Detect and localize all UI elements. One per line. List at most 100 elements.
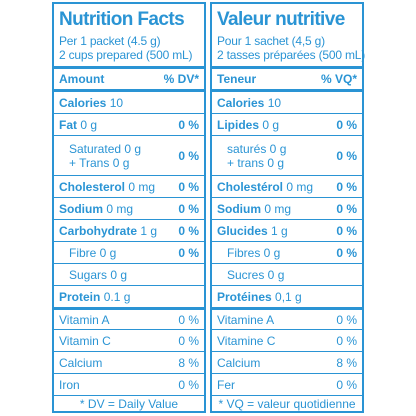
nutrient-text: Fer — [217, 378, 235, 392]
nutrient-row: Sodium 0 mg 0 % — [54, 197, 204, 219]
daily-value: 0 % — [178, 201, 199, 216]
nutrient-amount: 10 — [267, 95, 282, 110]
nutrient-text: Calories 10 — [59, 96, 123, 110]
nutrient-row: Vitamine A 0 % — [212, 307, 362, 329]
nutrient-text: Protéines 0,1 g — [217, 290, 302, 304]
nutrient-row: Glucides 1 g 0 % — [212, 219, 362, 241]
serving-size: 2 cups prepared (500 mL) — [59, 48, 193, 62]
nutrient-amount: 0 g — [262, 117, 280, 132]
footnote: * DV = Daily Value — [54, 395, 204, 413]
nutrient-name: Cholestérol — [217, 179, 284, 194]
nutrient-text: Vitamine A — [217, 313, 274, 327]
nutrient-text: Vitamin A — [59, 313, 109, 327]
nutrient-row: Calories 10 — [212, 92, 362, 113]
nutrient-row: Saturated 0 g + Trans 0 g 0 % — [54, 135, 204, 175]
daily-value: 0 % — [178, 245, 199, 260]
nutrient-name: Glucides — [217, 223, 268, 238]
nutrient-text: Cholesterol 0 mg — [59, 180, 155, 194]
nutrient-name: Calories — [59, 95, 107, 110]
nutrient-name: Cholesterol — [59, 179, 126, 194]
nutrient-amount: 1 g — [140, 223, 158, 238]
nutrient-row: Fer 0 % — [212, 373, 362, 395]
nutrient-name: Vitamin A — [59, 312, 110, 327]
nutrient-row: Vitamine C 0 % — [212, 329, 362, 351]
daily-value: 0 % — [336, 179, 357, 194]
nutrient-name: Sodium — [59, 201, 103, 216]
daily-value: 0 % — [178, 223, 199, 238]
nutrient-name: Protein — [59, 289, 101, 304]
daily-value: 0 % — [336, 148, 357, 163]
daily-value: 0 % — [178, 333, 199, 348]
dv-header: % VQ* — [320, 72, 357, 86]
nutrient-name: Calcium — [217, 355, 261, 370]
nutrient-row: Calcium 8 % — [54, 351, 204, 373]
dv-header: % DV* — [163, 72, 199, 86]
nutrient-row: Sucres 0 g — [212, 263, 362, 285]
daily-value: 0 % — [336, 333, 357, 348]
nutrient-row: Lipides 0 g 0 % — [212, 113, 362, 135]
nutrient-name: Vitamin C — [59, 333, 111, 348]
nutrient-name: Vitamine A — [217, 312, 275, 327]
column-header: Teneur % VQ* — [212, 69, 362, 89]
nutrient-name: Protéines — [217, 289, 272, 304]
nutrition-panel: Nutrition Facts Per 1 packet (4.5 g) 2 cup… — [52, 2, 206, 413]
nutrient-line: + Trans 0 g — [69, 155, 130, 170]
thick-rule — [212, 89, 362, 92]
thick-rule — [54, 66, 204, 69]
daily-value: 0 % — [178, 179, 199, 194]
nutrient-name: Fer — [217, 377, 235, 392]
daily-value: 0 % — [336, 377, 357, 392]
panel-header: Valeur nutritive Pour 1 sachet (4,5 g) 2 t… — [212, 4, 366, 62]
nutrient-row: saturés 0 g + trans 0 g 0 % — [212, 135, 362, 175]
nutrient-name: Sodium — [217, 201, 261, 216]
nutrient-text: Carbohydrate 1 g — [59, 224, 157, 238]
nutrient-text: Sucres 0 g — [217, 268, 284, 282]
nutrient-line: Sugars 0 g — [69, 267, 128, 282]
nutrient-name: Carbohydrate — [59, 223, 138, 238]
thick-rule — [212, 66, 362, 69]
nutrient-row: Protéines 0,1 g — [212, 285, 362, 307]
daily-value: 0 % — [336, 117, 357, 132]
nutrient-amount: 10 — [109, 95, 124, 110]
serving-size: 2 tasses préparées (500 mL) — [217, 48, 366, 62]
nutrient-text: Calcium — [59, 356, 102, 370]
nutrient-row: Fat 0 g 0 % — [54, 113, 204, 135]
nutrient-text: saturés 0 g + trans 0 g — [217, 142, 286, 170]
nutrient-amount: 0,1 g — [275, 289, 302, 304]
nutrient-text: Vitamin C — [59, 334, 111, 348]
nutrient-row: Iron 0 % — [54, 373, 204, 395]
nutrient-text: Protein 0.1 g — [59, 290, 130, 304]
daily-value: 0 % — [178, 312, 199, 327]
nutrient-amount: 0.1 g — [103, 289, 131, 304]
nutrient-amount: 0 g — [80, 117, 98, 132]
nutrient-row: Fibre 0 g 0 % — [54, 241, 204, 263]
daily-value: 0 % — [336, 312, 357, 327]
nutrient-text: Calories 10 — [217, 96, 281, 110]
nutrient-amount: 0 mg — [128, 179, 156, 194]
daily-value: 0 % — [336, 245, 357, 260]
nutrient-text: Fibre 0 g — [59, 246, 116, 260]
nutrient-amount: 0 mg — [264, 201, 292, 216]
nutrient-name: Iron — [59, 377, 80, 392]
daily-value: 0 % — [178, 377, 199, 392]
nutrient-text: Cholestérol 0 mg — [217, 180, 313, 194]
nutrient-line: Saturated 0 g — [69, 141, 142, 156]
nutrient-text: Fibres 0 g — [217, 246, 280, 260]
nutrient-name: Vitamine C — [217, 333, 276, 348]
nutrient-name: Fat — [59, 117, 77, 132]
nutrient-row: Carbohydrate 1 g 0 % — [54, 219, 204, 241]
nutrient-name: Calcium — [59, 355, 103, 370]
nutrient-amount: 0 mg — [106, 201, 134, 216]
nutrient-amount: 0 mg — [286, 179, 314, 194]
daily-value: 0 % — [178, 117, 199, 132]
nutrient-line: saturés 0 g — [227, 141, 287, 156]
panel-header: Nutrition Facts Per 1 packet (4.5 g) 2 cup… — [54, 4, 204, 62]
nutrient-name: Calories — [217, 95, 265, 110]
nutrition-panel: Valeur nutritive Pour 1 sachet (4,5 g) 2 t… — [210, 2, 366, 413]
nutrient-row: Vitamin A 0 % — [54, 307, 204, 329]
daily-value: 0 % — [336, 223, 357, 238]
nutrient-text: Lipides 0 g — [217, 118, 279, 132]
nutrient-row: Cholesterol 0 mg 0 % — [54, 175, 204, 197]
amount-header: Amount — [59, 72, 105, 86]
